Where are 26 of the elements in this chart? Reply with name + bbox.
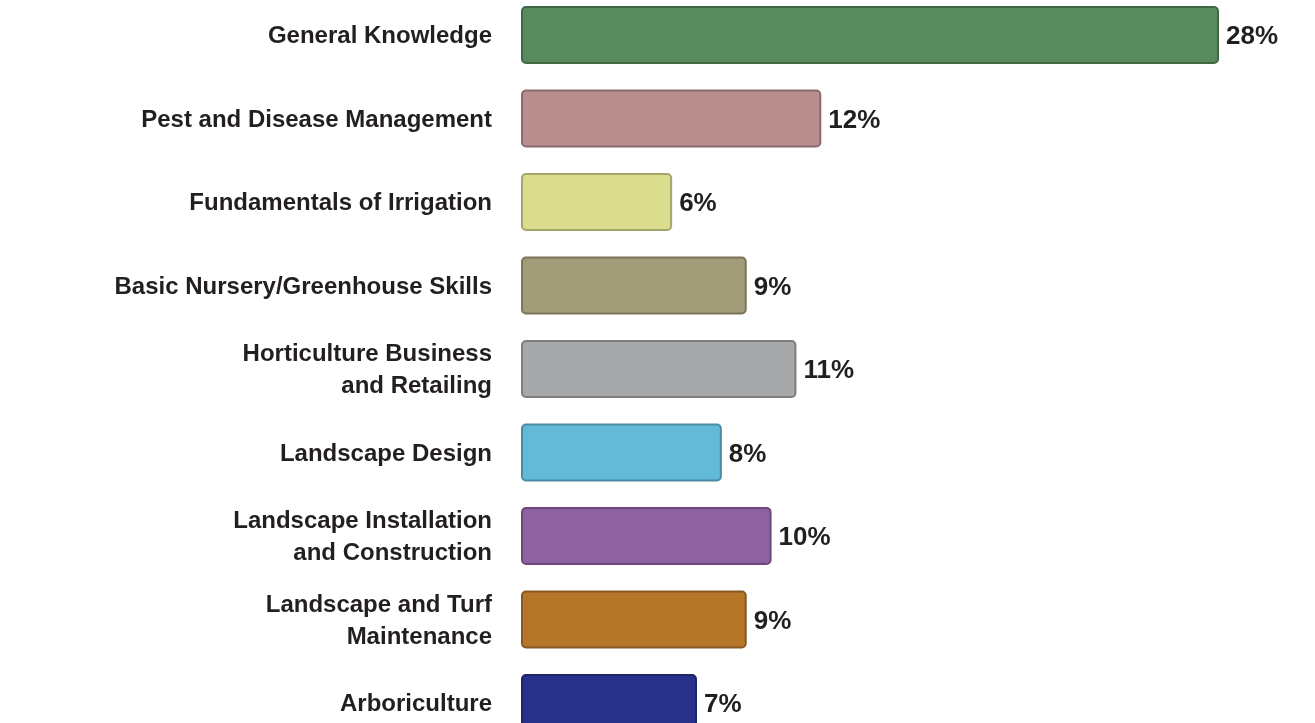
data-label: 11% — [803, 354, 855, 385]
y-tick-label: Landscape Installation and Construction — [233, 506, 492, 566]
y-tick-label: General Knowledge — [267, 21, 492, 49]
y-tick-label: Fundamentals of Irrigation — [189, 188, 492, 216]
data-label: 28% — [1226, 20, 1279, 51]
data-label: 10% — [778, 521, 831, 552]
bar — [521, 256, 747, 315]
bar — [521, 6, 1219, 64]
bar — [521, 89, 822, 148]
y-tick-label: Landscape and Turf Maintenance — [265, 589, 493, 649]
bar — [521, 507, 772, 565]
y-tick-label: Landscape Design — [279, 438, 492, 466]
data-label: 9% — [753, 604, 792, 635]
bar — [521, 173, 673, 231]
data-label: 6% — [679, 187, 717, 218]
y-tick-label: Horticulture Business and Retailing — [242, 339, 492, 399]
bar — [521, 423, 722, 482]
data-label: 7% — [704, 688, 742, 719]
y-tick-label: Pest and Disease Management — [141, 104, 492, 132]
data-label: 12% — [828, 103, 881, 134]
y-tick-label: Arboriculture — [339, 689, 492, 717]
y-tick-label: Basic Nursery/Greenhouse Skills — [114, 271, 492, 299]
data-label: 9% — [753, 270, 792, 301]
bar — [521, 340, 797, 398]
bar — [521, 590, 747, 649]
data-label: 8% — [728, 437, 767, 468]
